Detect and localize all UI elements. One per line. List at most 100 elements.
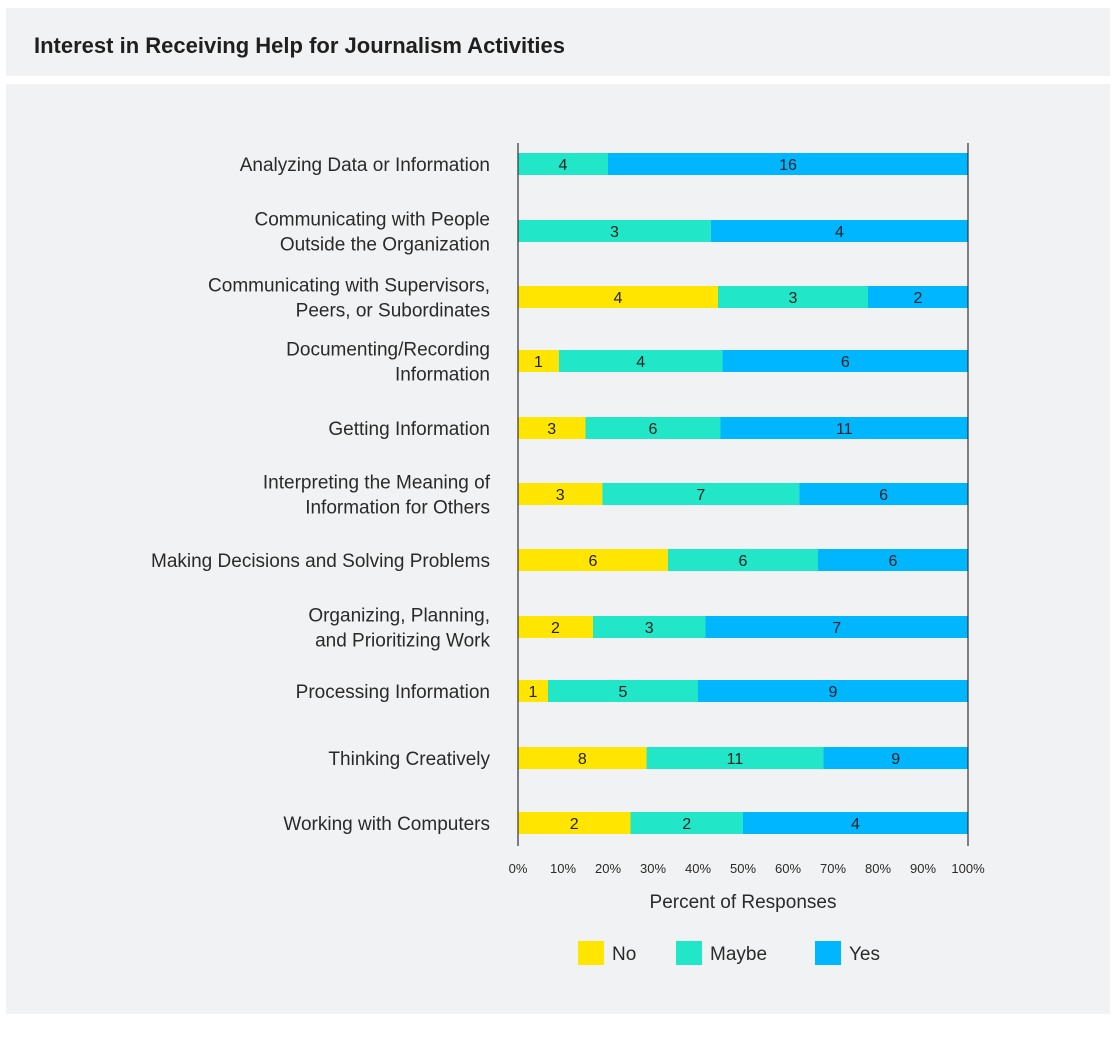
- bar-no-working-with-computers: [518, 812, 631, 834]
- bar-no-interpreting-the-meaning-of-information-for-others: [518, 483, 603, 505]
- category-label-working-with-computers: Working with Computers: [283, 814, 490, 835]
- data-label-maybe-processing-information: 5: [619, 684, 628, 701]
- x-tick-90pct: 90%: [910, 861, 936, 876]
- data-label-maybe-interpreting-the-meaning-of-information-for-others: 7: [696, 487, 705, 504]
- data-label-no-working-with-computers: 2: [570, 816, 579, 833]
- legend-label-maybe: Maybe: [710, 944, 767, 965]
- x-tick-80pct: 80%: [865, 861, 891, 876]
- bar-no-thinking-creatively: [518, 747, 647, 769]
- legend-label-yes: Yes: [849, 944, 880, 965]
- chart-title: Interest in Receiving Help for Journalis…: [34, 33, 565, 58]
- category-label-communicating-with-people-outside-the-organization-line2: Outside the Organization: [280, 235, 490, 256]
- data-label-no-thinking-creatively: 8: [578, 751, 587, 768]
- bar-maybe-processing-information: [548, 680, 698, 702]
- bar-maybe-interpreting-the-meaning-of-information-for-others: [602, 483, 800, 505]
- bar-maybe-communicating-with-supervisors-peers-or-subordinates: [718, 286, 868, 308]
- data-label-no-documenting-recording-information: 1: [534, 354, 543, 371]
- bar-no-documenting-recording-information: [518, 350, 559, 372]
- bar-no-getting-information: [518, 417, 586, 439]
- data-label-yes-working-with-computers: 4: [851, 816, 860, 833]
- category-label-documenting-recording-information-line2: Information: [395, 365, 490, 386]
- data-label-maybe-communicating-with-people-outside-the-organization: 3: [610, 224, 619, 241]
- legend: No Maybe Yes: [578, 941, 880, 965]
- data-label-maybe-getting-information: 6: [649, 421, 658, 438]
- category-label-organizing-planning-and-prioritizing-work-line1: Organizing, Planning,: [308, 606, 490, 627]
- data-label-maybe-organizing-planning-and-prioritizing-work: 3: [645, 620, 654, 637]
- x-tick-50pct: 50%: [730, 861, 756, 876]
- category-label-communicating-with-supervisors-peers-or-subordinates-line2: Peers, or Subordinates: [296, 301, 490, 322]
- bar-no-communicating-with-supervisors-peers-or-subordinates: [518, 286, 718, 308]
- legend-swatch-no: [578, 941, 604, 965]
- data-label-yes-communicating-with-supervisors-peers-or-subordinates: 2: [914, 290, 923, 307]
- data-label-no-processing-information: 1: [529, 684, 538, 701]
- category-label-getting-information: Getting Information: [328, 419, 490, 440]
- x-tick-100pct: 100%: [951, 861, 985, 876]
- data-label-yes-analyzing-data-or-information: 16: [779, 157, 797, 174]
- bar-yes-interpreting-the-meaning-of-information-for-others: [799, 483, 968, 505]
- legend-swatch-maybe: [676, 941, 702, 965]
- data-label-yes-making-decisions-and-solving-problems: 6: [889, 553, 898, 570]
- bar-yes-communicating-with-supervisors-peers-or-subordinates: [868, 286, 968, 308]
- data-label-no-getting-information: 3: [547, 421, 556, 438]
- x-axis-title: Percent of Responses: [650, 892, 837, 913]
- category-label-making-decisions-and-solving-problems: Making Decisions and Solving Problems: [151, 551, 490, 572]
- bar-yes-thinking-creatively: [823, 747, 968, 769]
- bar-yes-documenting-recording-information: [722, 350, 968, 372]
- category-labels: Analyzing Data or Information Communicati…: [151, 155, 491, 835]
- bar-yes-organizing-planning-and-prioritizing-work: [705, 616, 968, 638]
- data-label-yes-communicating-with-people-outside-the-organization: 4: [835, 224, 844, 241]
- bar-yes-working-with-computers: [743, 812, 968, 834]
- data-label-yes-interpreting-the-meaning-of-information-for-others: 6: [879, 487, 888, 504]
- bar-yes-analyzing-data-or-information: [608, 153, 968, 175]
- bar-maybe-getting-information: [585, 417, 721, 439]
- data-label-maybe-analyzing-data-or-information: 4: [559, 157, 568, 174]
- bar-no-processing-information: [518, 680, 548, 702]
- category-label-thinking-creatively: Thinking Creatively: [328, 749, 490, 770]
- x-tick-0pct: 0%: [509, 861, 528, 876]
- title-bar: Interest in Receiving Help for Journalis…: [6, 8, 1110, 76]
- x-tick-40pct: 40%: [685, 861, 711, 876]
- bar-maybe-thinking-creatively: [646, 747, 824, 769]
- bar-maybe-making-decisions-and-solving-problems: [668, 549, 818, 571]
- data-label-yes-thinking-creatively: 9: [891, 751, 900, 768]
- x-tick-10pct: 10%: [550, 861, 576, 876]
- data-label-maybe-thinking-creatively: 11: [727, 751, 744, 768]
- x-tick-20pct: 20%: [595, 861, 621, 876]
- data-label-maybe-communicating-with-supervisors-peers-or-subordinates: 3: [789, 290, 798, 307]
- category-label-analyzing-data-or-information: Analyzing Data or Information: [240, 155, 490, 176]
- data-label-maybe-documenting-recording-information: 4: [636, 354, 645, 371]
- x-tick-labels: 0% 10% 20% 30% 40% 50% 60% 70% 80% 90% 100%: [509, 861, 985, 876]
- category-label-communicating-with-people-outside-the-organization-line1: Communicating with People: [254, 210, 490, 231]
- data-label-yes-organizing-planning-and-prioritizing-work: 7: [832, 620, 841, 637]
- bars-group: 4 16 3 4 4 3 2 1 4 6 3 6 11 3 7 6 6 6 6 2 3 7 1 5 9 8 11 9 2 2 4: [518, 153, 968, 834]
- x-tick-70pct: 70%: [820, 861, 846, 876]
- bar-yes-processing-information: [698, 680, 968, 702]
- bar-no-organizing-planning-and-prioritizing-work: [518, 616, 593, 638]
- bar-maybe-working-with-computers: [630, 812, 743, 834]
- bar-yes-making-decisions-and-solving-problems: [818, 549, 968, 571]
- category-label-documenting-recording-information-line1: Documenting/Recording: [286, 340, 490, 361]
- x-tick-30pct: 30%: [640, 861, 666, 876]
- bar-maybe-analyzing-data-or-information: [518, 153, 608, 175]
- bar-yes-communicating-with-people-outside-the-organization: [710, 220, 968, 242]
- category-label-processing-information: Processing Information: [296, 682, 490, 703]
- legend-label-no: No: [612, 944, 636, 965]
- data-label-yes-processing-information: 9: [829, 684, 838, 701]
- data-label-no-organizing-planning-and-prioritizing-work: 2: [551, 620, 560, 637]
- category-label-organizing-planning-and-prioritizing-work-line2: and Prioritizing Work: [315, 631, 490, 652]
- category-label-interpreting-the-meaning-of-information-for-others-line2: Information for Others: [305, 498, 490, 519]
- data-label-yes-getting-information: 11: [836, 421, 853, 438]
- legend-swatch-yes: [815, 941, 841, 965]
- bar-maybe-organizing-planning-and-prioritizing-work: [593, 616, 706, 638]
- bar-maybe-documenting-recording-information: [558, 350, 723, 372]
- data-label-maybe-working-with-computers: 2: [682, 816, 691, 833]
- data-label-yes-documenting-recording-information: 6: [841, 354, 850, 371]
- data-label-maybe-making-decisions-and-solving-problems: 6: [739, 553, 748, 570]
- bar-no-making-decisions-and-solving-problems: [518, 549, 668, 571]
- category-label-communicating-with-supervisors-peers-or-subordinates-line1: Communicating with Supervisors,: [208, 276, 490, 297]
- bar-yes-getting-information: [720, 417, 968, 439]
- bar-maybe-communicating-with-people-outside-the-organization: [518, 220, 711, 242]
- x-tick-60pct: 60%: [775, 861, 801, 876]
- data-label-no-making-decisions-and-solving-problems: 6: [589, 553, 598, 570]
